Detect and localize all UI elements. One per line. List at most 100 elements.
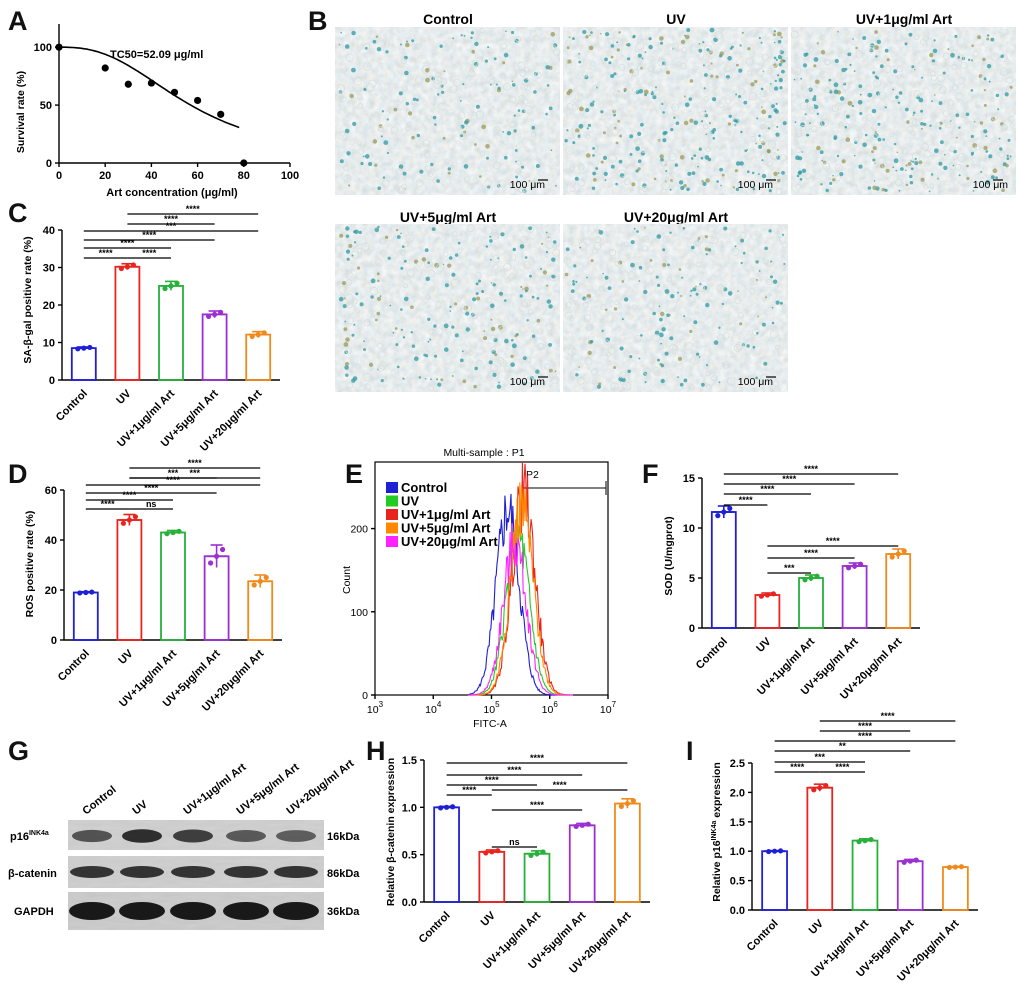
sa-gal-stained-cell [858,84,863,89]
unstained-cell [606,351,612,357]
unstained-cell [781,242,788,249]
sa-gal-stained-cell [858,164,863,169]
sa-gal-stained-cell [683,95,686,98]
sa-gal-stained-cell [704,73,708,77]
band-gapdh [273,902,319,920]
replicate-point [87,344,93,351]
unstained-cell [653,89,661,96]
sa-gal-stained-cell [345,373,349,377]
significance-label: **** [804,548,819,558]
sa-gal-stained-cell [463,130,467,134]
sa-gal-stained-cell [348,184,351,187]
sa-gal-stained-cell [598,230,604,235]
sa-gal-stained-cell [463,305,469,311]
unstained-cell [503,82,511,91]
sa-gal-stained-cell [685,34,690,40]
D-ytick-label: 40 [45,535,57,547]
sa-gal-stained-cell [425,276,430,281]
unstained-cell [896,65,904,73]
unstained-cell [949,46,955,52]
unstained-cell [643,367,651,375]
sa-gal-stained-cell [698,147,702,151]
sa-gal-stained-cell [363,348,366,352]
unstained-cell [723,65,731,73]
unstained-cell [799,101,808,111]
sa-gal-stained-cell [893,142,897,146]
sa-gal-stained-cell [616,41,619,44]
unstained-cell [594,236,602,244]
unstained-cell [716,334,726,343]
sa-gal-stained-cell [650,92,654,96]
sa-gal-stained-cell [669,231,672,234]
sa-gal-stained-cell [619,134,622,138]
sa-gal-stained-cell [483,336,488,341]
sa-gal-stained-cell [985,179,990,185]
unstained-cell [908,117,918,127]
sa-gal-stained-cell [402,336,406,339]
sa-gal-stained-cell [546,84,550,87]
unstained-cell [738,88,745,95]
unstained-cell [364,383,372,391]
unstained-cell [694,162,701,170]
micrograph-title-control: Control [423,11,473,27]
sa-gal-stained-cell [698,42,701,45]
unstained-cell [428,329,434,335]
unstained-cell [808,46,815,53]
sa-gal-stained-cell [633,227,636,230]
sa-gal-stained-cell [859,93,862,96]
unstained-cell [574,92,584,102]
sa-gal-stained-cell [526,319,529,322]
sa-gal-stained-cell [452,37,455,40]
unstained-cell [627,271,636,280]
sa-gal-stained-cell [689,118,694,123]
unstained-cell [468,350,474,356]
unstained-cell [624,350,631,357]
sa-gal-stained-cell [512,247,516,252]
sa-gal-stained-cell [771,104,775,108]
sa-gal-stained-cell [522,382,526,386]
sa-gal-stained-cell [704,247,709,252]
sa-gal-stained-cell [351,30,356,36]
sa-gal-stained-cell [893,69,898,74]
replicate-point [75,346,81,352]
scale-label-uv-20: 100 μm [738,376,773,388]
replicate-point [255,332,261,338]
unstained-cell [345,279,353,286]
replicate-point [251,582,257,588]
unstained-cell [929,183,935,189]
sa-gal-stained-cell [999,147,1003,151]
sa-gal-stained-cell [600,160,604,164]
unstained-cell [795,147,802,154]
sa-gal-stained-cell [555,184,557,187]
category-label: UV [807,917,827,937]
bar-uv [478,850,506,903]
unstained-cell [586,323,594,332]
unstained-cell [834,163,843,172]
sa-gal-stained-cell [474,366,479,371]
band-p16 [72,829,112,843]
flow-legend-swatch [386,536,398,547]
sa-gal-stained-cell [763,361,768,366]
unstained-cell [949,146,955,152]
unstained-cell [414,76,423,85]
sa-gal-stained-cell [348,243,353,248]
sa-gal-stained-cell [879,64,884,69]
unstained-cell [703,96,710,102]
sa-gal-stained-cell [662,248,666,252]
unstained-cell [460,307,467,314]
sa-gal-stained-cell [820,183,823,186]
unstained-cell [930,75,937,82]
unstained-cell [972,121,979,128]
sa-gal-stained-cell [739,44,742,47]
significance-label: **** [835,762,850,772]
sa-gal-stained-cell [392,331,395,334]
protein-size-beta-catenin: 86kDa [327,868,360,880]
sa-gal-stained-cell [434,262,440,268]
sa-gal-stained-cell [809,122,811,125]
unstained-cell [669,343,677,351]
sa-gal-stained-cell [1009,155,1012,158]
unstained-cell [340,96,347,103]
panel-a-data-point [194,96,202,105]
unstained-cell [356,140,362,146]
